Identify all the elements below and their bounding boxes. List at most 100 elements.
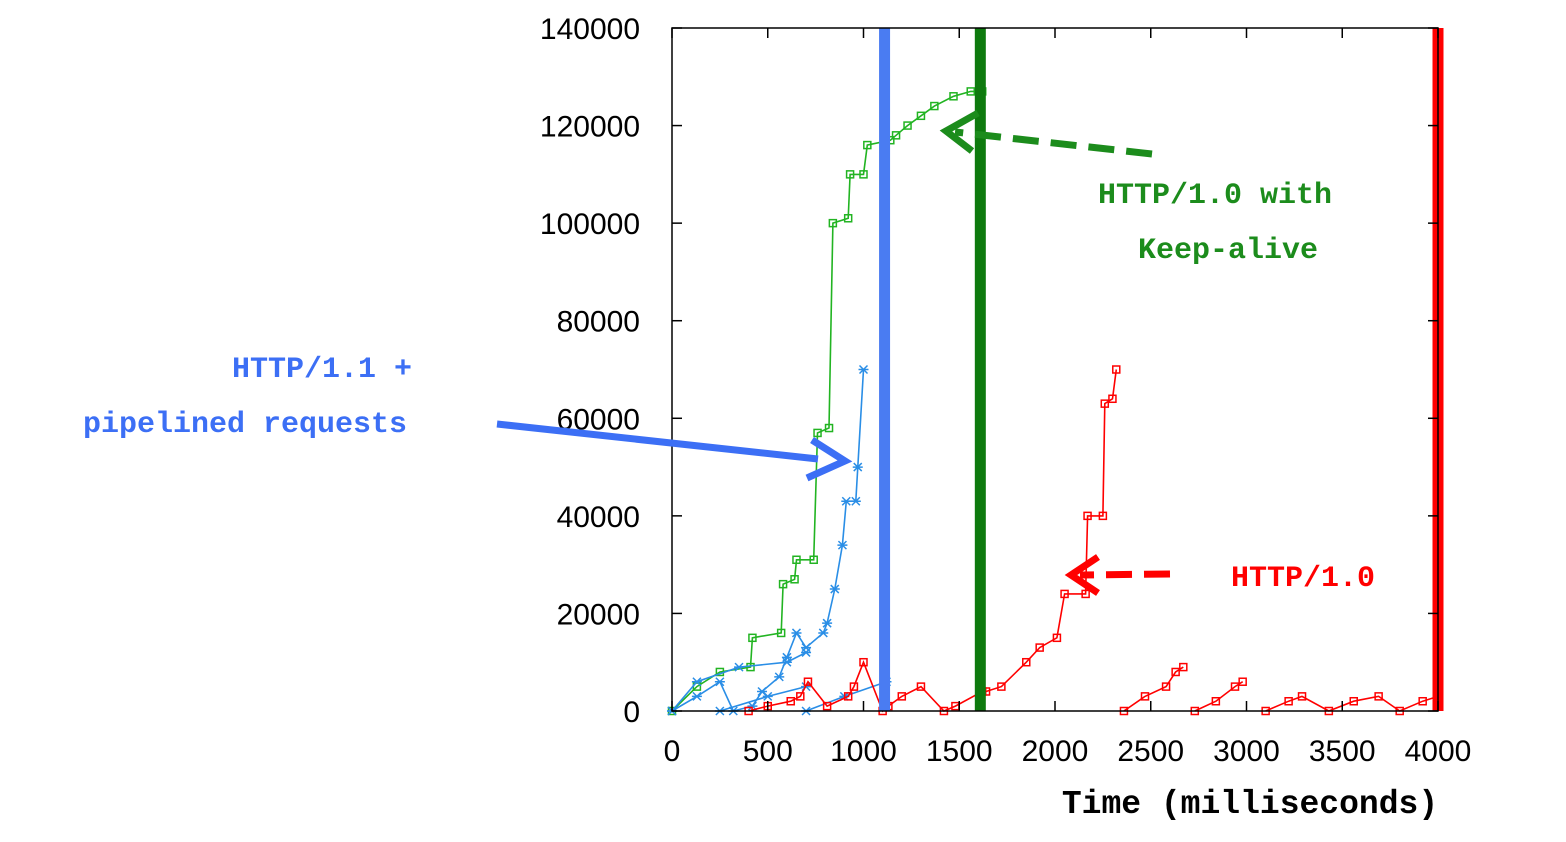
data-point (822, 701, 832, 711)
annotation-http11-line1: HTTP/1.1 + (232, 353, 412, 387)
series-line (748, 369, 1118, 713)
data-point (691, 691, 702, 701)
data-point (1098, 511, 1108, 521)
data-point (852, 462, 863, 472)
series-7 (1190, 677, 1247, 716)
data-point (781, 657, 792, 667)
data-point (796, 692, 805, 701)
annotation-keepalive-line1: HTTP/1.0 with (1098, 179, 1332, 213)
data-point (1171, 667, 1180, 677)
data-point (1161, 682, 1171, 691)
data-point (822, 618, 833, 628)
plot-frame (671, 27, 1439, 712)
data-point (734, 662, 745, 672)
series-line (1265, 695, 1439, 712)
data-point (1418, 696, 1427, 706)
x-tick-label: 4000 (1405, 735, 1472, 768)
data-point (790, 575, 799, 584)
data-point (746, 662, 755, 672)
data-point (1374, 692, 1383, 701)
data-point (1238, 677, 1247, 686)
x-tick-label: 3000 (1213, 735, 1280, 768)
data-point (786, 696, 795, 706)
data-point (809, 555, 818, 565)
data-point (778, 579, 788, 589)
data-point (828, 218, 838, 228)
data-point (824, 423, 834, 433)
data-point (776, 628, 786, 638)
series-line (1194, 681, 1244, 712)
data-point (863, 140, 872, 150)
data-point (916, 682, 926, 691)
data-point (916, 111, 926, 121)
plot-border (671, 27, 1439, 712)
x-tick-label: 3500 (1309, 735, 1376, 768)
series-4 (801, 677, 892, 716)
data-point (1060, 589, 1069, 599)
y-tick-label: 80000 (557, 306, 640, 339)
y-tick-label: 40000 (557, 501, 640, 534)
vertical-lines-layer (879, 28, 1444, 711)
annotation-keepalive-arrowhead (939, 109, 980, 154)
series-line (671, 90, 983, 712)
y-tick-label: 20000 (557, 598, 640, 631)
data-point (845, 170, 855, 179)
series-0 (667, 87, 987, 716)
data-point (903, 121, 912, 130)
data-point (1083, 511, 1092, 521)
data-point (843, 214, 853, 223)
annotation-keepalive-line2: Keep-alive (1138, 234, 1318, 268)
x-tick-label: 500 (743, 735, 793, 768)
data-point (930, 101, 939, 111)
data-point (897, 692, 907, 701)
annotation-http11-line2: pipelined requests (83, 408, 407, 442)
data-point (813, 428, 822, 438)
y-tick-label: 100000 (540, 208, 640, 241)
data-point (1100, 399, 1110, 408)
data-point (849, 682, 859, 691)
y-tick-label: 0 (623, 696, 640, 729)
x-axis: 0 500 1000 1500 2000 2500 3000 3500 4000 (664, 28, 1472, 768)
annotation-http11-pipelined: HTTP/1.1 + pipelined requests (83, 353, 853, 482)
data-point (762, 691, 773, 701)
series-6 (1119, 662, 1188, 716)
x-tick-label: 2000 (1022, 735, 1089, 768)
data-point (1140, 692, 1150, 701)
series-5 (744, 365, 1121, 716)
data-point (1022, 657, 1031, 667)
data-point (837, 540, 848, 550)
data-point (966, 87, 975, 96)
series-line (1123, 666, 1184, 712)
data-point (801, 643, 812, 653)
data-point (714, 677, 725, 687)
data-point (1230, 682, 1240, 691)
data-point (791, 628, 802, 638)
data-point (1052, 633, 1062, 643)
data-point (1035, 643, 1044, 652)
data-point (949, 92, 958, 101)
data-point (803, 677, 813, 686)
data-point (843, 692, 853, 701)
data-point (859, 170, 868, 179)
y-tick-label: 140000 (540, 13, 640, 46)
data-point (841, 496, 852, 506)
x-axis-title: Time (milliseconds) (1062, 786, 1438, 823)
series-1 (667, 364, 869, 716)
annotation-http10-keepalive: HTTP/1.0 with Keep-alive (939, 109, 1332, 268)
data-point (1179, 662, 1188, 672)
annotation-http10-label: HTTP/1.0 (1231, 562, 1375, 596)
x-tick-label: 2500 (1117, 735, 1184, 768)
data-point (774, 672, 785, 682)
data-point (691, 677, 702, 687)
annotation-http11-arrowhead (805, 437, 853, 482)
data-point (792, 555, 801, 565)
annotation-keepalive-arrow (954, 128, 1153, 158)
data-point (829, 584, 840, 594)
data-point (1211, 696, 1221, 706)
x-tick-label: 0 (664, 735, 681, 768)
data-point (858, 364, 869, 375)
data-point (1112, 365, 1121, 374)
data-point (801, 647, 812, 657)
